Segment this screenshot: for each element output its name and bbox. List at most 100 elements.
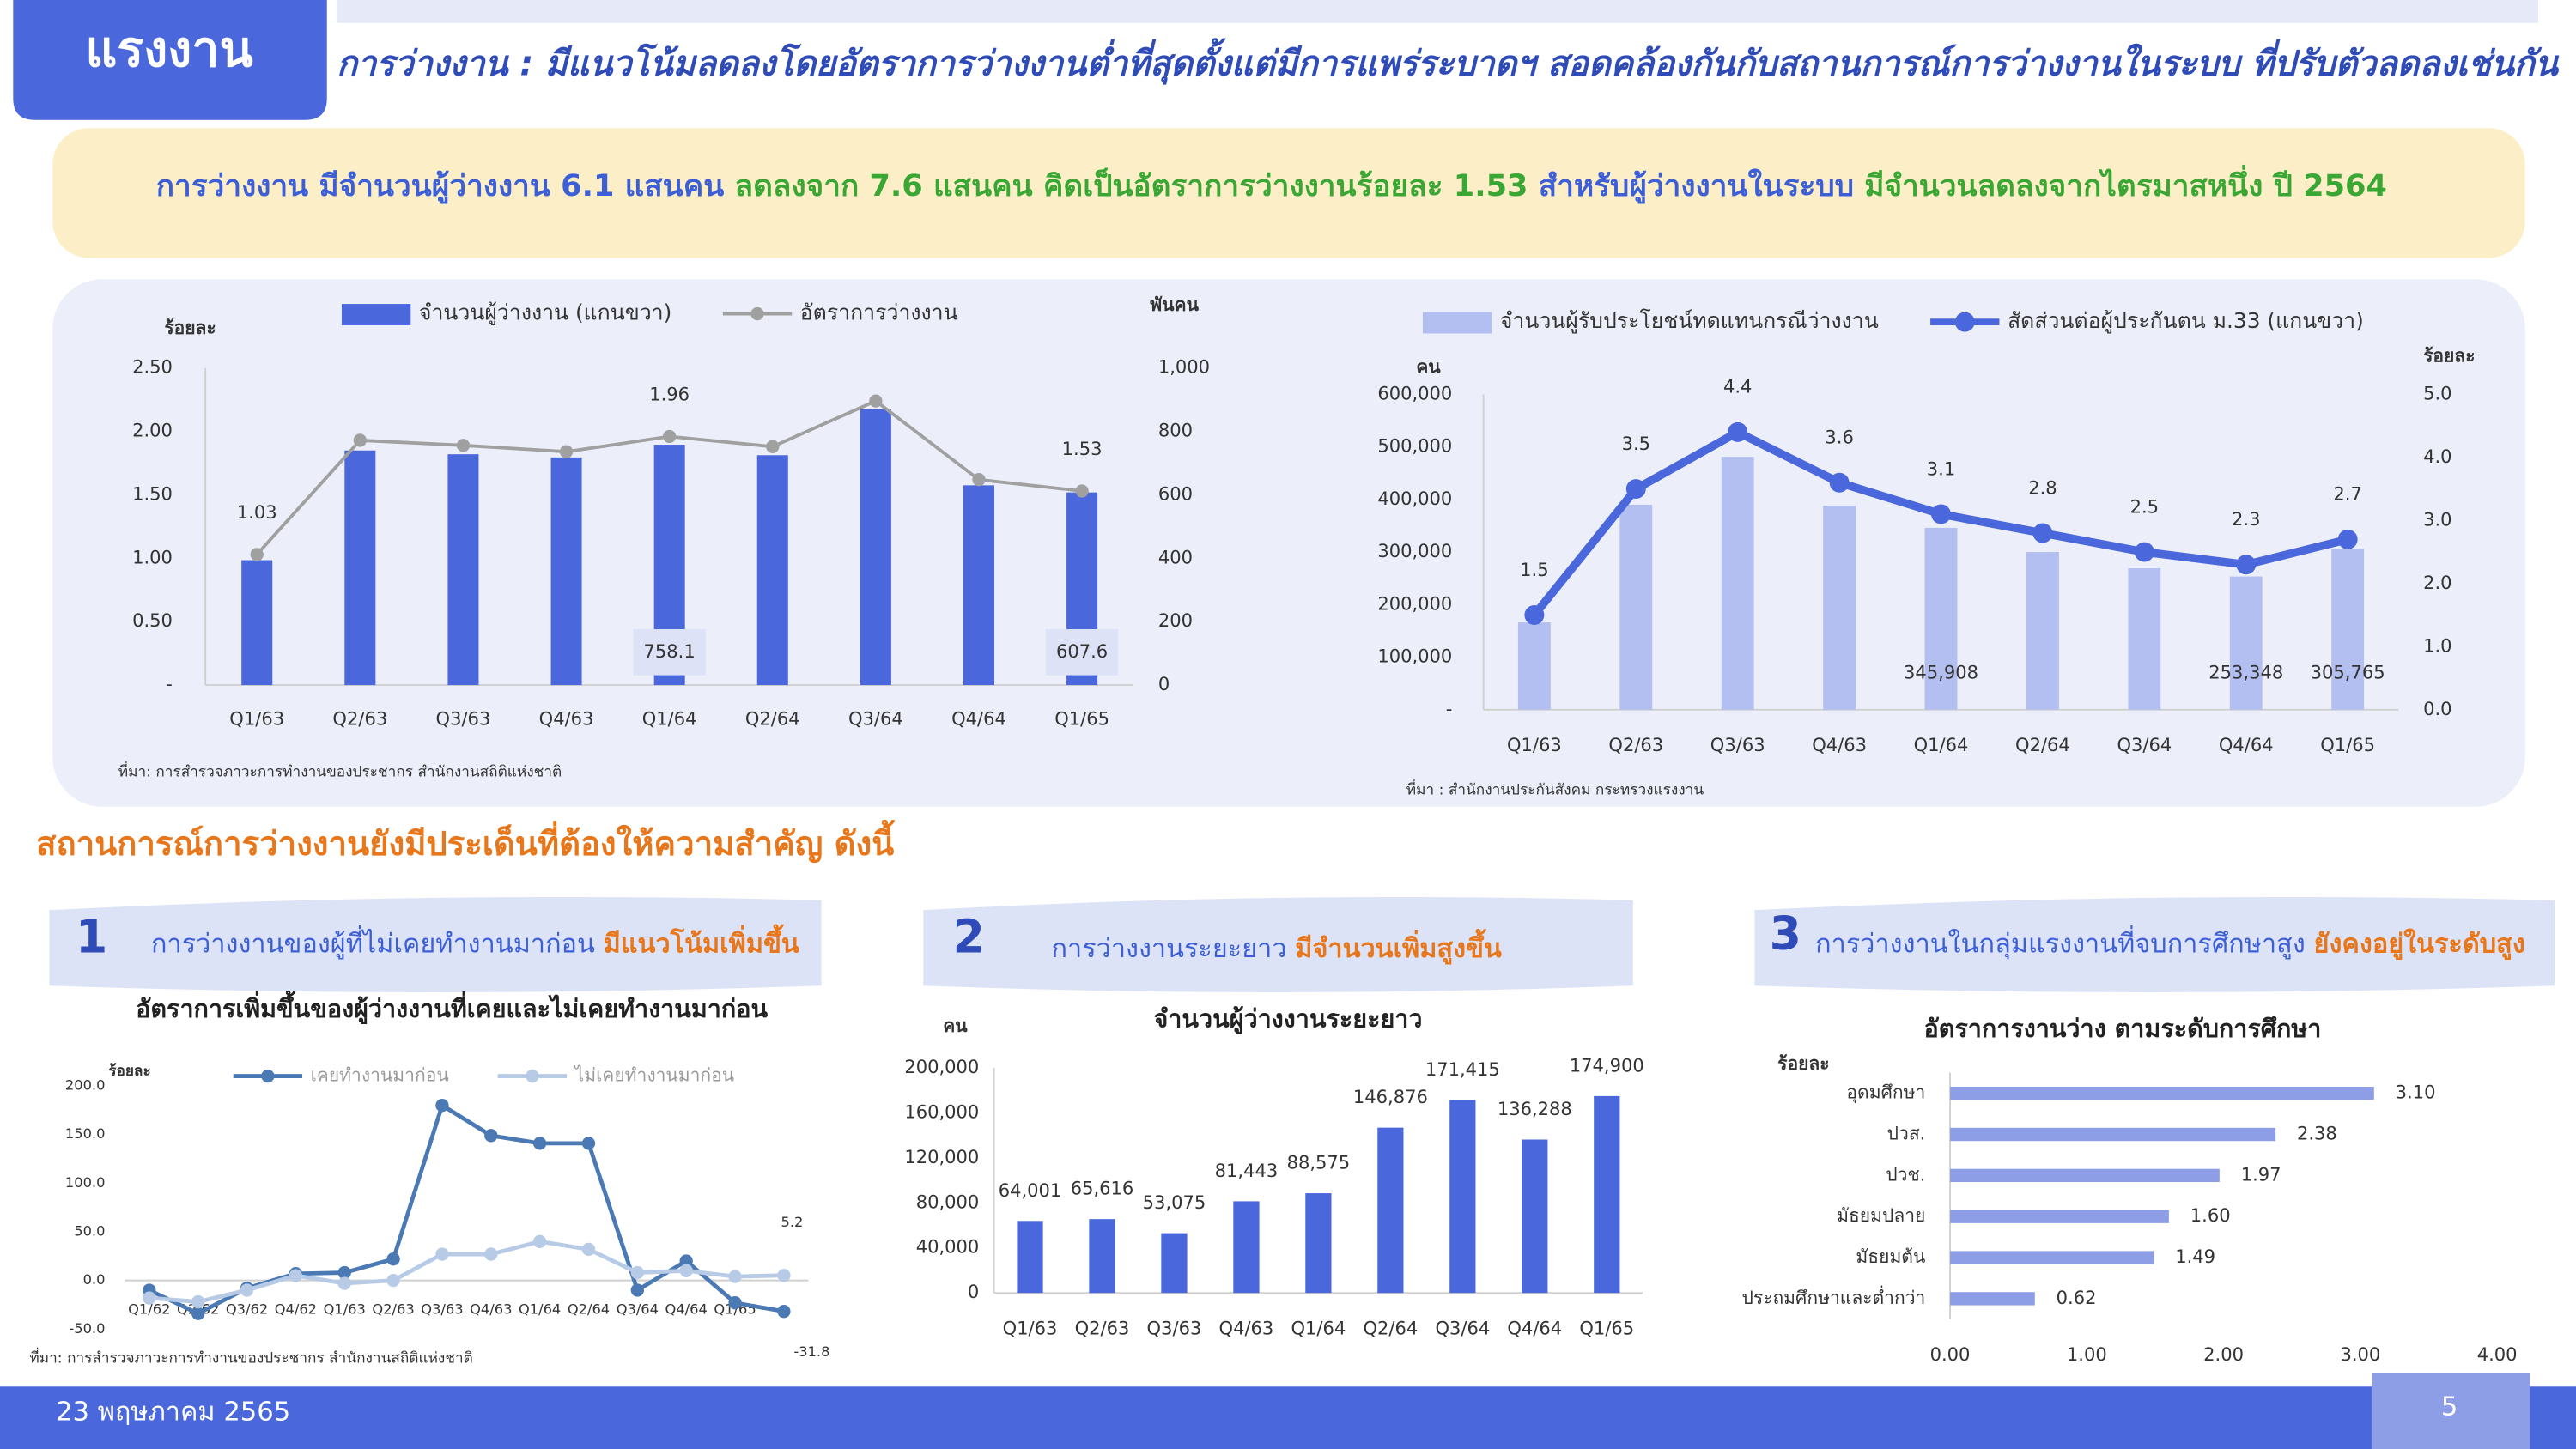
y-tick-label: ปวส. — [1887, 1122, 1926, 1143]
x-tick-label: Q1/64 — [642, 707, 697, 729]
summary: การว่างงาน มีจำนวนผู้ว่างงาน 6.1 แสนคน ล… — [156, 164, 2387, 204]
summary-part: มีจำนวนลดลงจากไตรมาสหนึ่ง ปี 2564 — [1864, 164, 2387, 203]
x-tick-label: Q1/63 — [1507, 734, 1562, 755]
section-heading: สถานการณ์การว่างงานยังมีประเด็นที่ต้องให… — [36, 820, 896, 864]
y-tick-label: อุดมศึกษา — [1846, 1082, 1925, 1104]
value-label: 0.62 — [2057, 1287, 2097, 1308]
x-tick-label: Q4/63 — [539, 707, 594, 729]
bar — [241, 560, 273, 686]
y2-tick-label: 0 — [1158, 673, 1170, 694]
y2-tick-label: 0.0 — [2423, 698, 2451, 719]
y-axis-unit: คน — [943, 1015, 968, 1036]
header-tag: แรงงาน — [85, 21, 252, 78]
value-label: 2.5 — [2130, 495, 2159, 517]
x-tick-label: Q3/63 — [421, 1301, 463, 1318]
value-label-box — [1046, 628, 1119, 676]
x-tick-label: Q4/64 — [951, 707, 1006, 729]
chart-title: อัตราการเพิ่มขึ้นของผู้ว่างงานที่เคยและไ… — [136, 991, 768, 1024]
value-label: 64,001 — [999, 1179, 1062, 1201]
y-axis-unit: ร้อยละ — [164, 317, 216, 338]
bar — [1517, 622, 1551, 710]
y-tick-label: 120,000 — [904, 1146, 979, 1167]
chart-title: จำนวนผู้ว่างงานระยะยาว — [1153, 1003, 1422, 1034]
issue-text: การว่างงานระยะยาว มีจำนวนเพิ่มสูงขึ้น — [1051, 929, 1501, 965]
legend-marker — [750, 306, 764, 321]
y2-tick-label: 600 — [1158, 482, 1193, 504]
y-tick-label: - — [1446, 698, 1453, 719]
y-tick-label: 100,000 — [1377, 646, 1452, 667]
value-label: 88,575 — [1287, 1152, 1351, 1173]
y-tick-label: 1.00 — [132, 546, 173, 567]
summary-part: การว่างงาน มีจำนวนผู้ว่างงาน 6.1 แสนคน — [156, 169, 735, 204]
summary-box — [52, 128, 2525, 258]
legend-label: สัดส่วนต่อผู้ประกันตน ม.33 (แกนขวา) — [2008, 308, 2364, 334]
point — [581, 1137, 596, 1150]
y-tick-label: 160,000 — [904, 1100, 979, 1122]
bar — [1950, 1251, 2154, 1264]
point — [289, 1269, 303, 1282]
point — [1931, 504, 1952, 524]
x-tick-label: Q1/64 — [519, 1301, 561, 1318]
point — [679, 1264, 693, 1277]
point — [630, 1283, 644, 1297]
legend-swatch — [341, 304, 411, 325]
value-label: 1.97 — [2241, 1163, 2281, 1185]
x-tick-label: Q2/64 — [2015, 734, 2070, 755]
bar — [1950, 1292, 2035, 1306]
point — [386, 1252, 400, 1266]
point — [559, 445, 574, 458]
y-axis-unit: ร้อยละ — [108, 1062, 150, 1080]
point — [191, 1294, 205, 1309]
bar — [2229, 576, 2263, 710]
y2-tick-label: 4.0 — [2423, 446, 2451, 467]
x-tick-label: 3.00 — [2340, 1343, 2380, 1365]
y2-tick-label: 800 — [1158, 420, 1193, 441]
issue-highlight: มีแนวโน้มเพิ่มขึ้น — [604, 924, 799, 959]
x-tick-label: Q1/63 — [229, 707, 284, 729]
x-tick-label: Q4/64 — [665, 1301, 708, 1318]
value-label: -31.8 — [793, 1343, 829, 1360]
charts-panel — [52, 279, 2525, 807]
issue-text: การว่างงานของผู้ที่ไม่เคยทำงานมาก่อน มีแ… — [151, 924, 799, 959]
chart-title: อัตราการงานว่าง ตามระดับการศึกษา — [1923, 1014, 2321, 1043]
point — [1829, 472, 1850, 493]
bar — [2128, 568, 2161, 710]
value-label: 758.1 — [644, 640, 696, 662]
x-tick-label: Q2/63 — [372, 1301, 414, 1318]
x-tick-label: Q3/63 — [1710, 734, 1765, 755]
charts: ที่มา: การสำรวจภาวะการทำงานของประชากร สำ… — [29, 294, 2517, 1367]
bar — [1950, 1127, 2276, 1142]
x-tick-label: Q3/63 — [436, 707, 491, 729]
bar — [1017, 1221, 1043, 1294]
value-label: 305,765 — [2311, 662, 2385, 683]
point — [2236, 555, 2257, 575]
bar — [2331, 549, 2365, 710]
point — [435, 1099, 449, 1113]
value-label: 345,908 — [1904, 662, 1978, 683]
source-note: ที่มา: การสำรวจภาวะการทำงานของประชากร สำ… — [29, 1348, 472, 1367]
x-tick-label: 2.00 — [2203, 1343, 2244, 1365]
bar — [1619, 504, 1653, 710]
y-tick-label: 300,000 — [1377, 540, 1452, 561]
value-label: 1.5 — [1520, 559, 1548, 580]
x-tick-label: Q2/63 — [332, 707, 387, 729]
issue-banner — [49, 896, 822, 992]
value-label: 607.6 — [1056, 640, 1108, 662]
line — [149, 1239, 784, 1304]
y2-tick-label: 3.0 — [2423, 508, 2451, 530]
point — [337, 1276, 351, 1290]
x-tick-label: Q2/64 — [745, 707, 800, 729]
bar — [1950, 1168, 2220, 1183]
value-label: 136,288 — [1498, 1098, 1572, 1119]
point — [679, 1254, 693, 1268]
point — [250, 548, 264, 561]
y-tick-label: 200,000 — [904, 1056, 979, 1077]
y2-tick-label: 1,000 — [1158, 356, 1210, 378]
bar — [1161, 1233, 1188, 1294]
value-label: 3.1 — [1927, 458, 1955, 479]
footer-bar — [0, 1386, 2576, 1449]
bar — [1823, 506, 1856, 710]
point — [435, 1247, 449, 1261]
y-tick-label: 2.00 — [132, 420, 173, 441]
